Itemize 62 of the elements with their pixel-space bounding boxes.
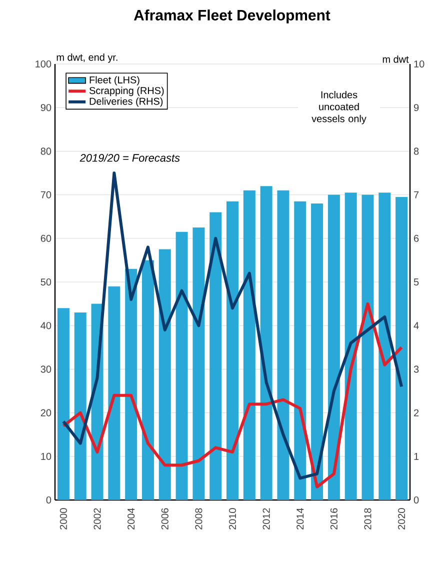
- y2-tick-label: 0: [414, 496, 419, 504]
- y2-tick-label: 3: [414, 366, 419, 373]
- bar: [294, 201, 306, 500]
- line-series: [62, 302, 404, 488]
- bar: [192, 227, 205, 500]
- bar: [226, 201, 239, 500]
- bar: [74, 312, 86, 500]
- y-tick-label: 50: [40, 278, 52, 286]
- annotation: 2019/20 = Forecasts: [80, 154, 180, 162]
- y-tick-label: 0: [46, 496, 52, 504]
- y2-tick-label: 2: [414, 409, 419, 416]
- y2-axis-title: m dwt: [382, 55, 409, 63]
- bar: [176, 232, 188, 500]
- y-tick-label: 60: [40, 234, 52, 242]
- legend-label: Fleet (LHS): [90, 76, 140, 86]
- y2-tick-label: 7: [414, 191, 419, 198]
- bar: [57, 308, 70, 500]
- x-tick-label: 2008: [195, 508, 202, 530]
- y2-tick-label: 8: [414, 148, 419, 155]
- x-tick-label: 2004: [128, 508, 135, 530]
- x-tick-label: 2014: [296, 508, 304, 530]
- bar: [260, 186, 272, 500]
- legend-label: Scrapping (RHS): [89, 86, 164, 96]
- annotation: Includes uncoated vessels only: [312, 91, 366, 124]
- y2-tick-label: 10: [414, 60, 424, 68]
- legend-label: Deliveries (RHS): [90, 98, 163, 107]
- chart-title: Aframax Fleet Development: [134, 10, 330, 24]
- bar: [158, 249, 171, 500]
- x-tick-label: 2018: [364, 508, 372, 530]
- x-tick-label: 2000: [60, 508, 67, 530]
- y-tick-label: 20: [40, 409, 52, 416]
- x-tick-label: 2016: [330, 508, 338, 530]
- y-tick-label: 40: [40, 322, 52, 330]
- x-tick-label: 2010: [228, 508, 236, 530]
- y2-tick-label: 1: [414, 452, 419, 460]
- x-tick-label: 2020: [398, 508, 406, 530]
- y2-tick-label: 4: [414, 322, 419, 330]
- bar: [243, 190, 256, 500]
- x-tick-label: 2002: [94, 508, 101, 530]
- y2-tick-label: 6: [414, 234, 419, 242]
- bar: [125, 268, 138, 500]
- y2-tick-label: 9: [414, 104, 419, 112]
- y-tick-label: 70: [40, 191, 52, 198]
- x-tick-label: 2012: [262, 508, 270, 530]
- y-tick-label: 90: [40, 104, 52, 112]
- bar: [362, 194, 374, 500]
- bar: [277, 190, 290, 500]
- y-axis-title: m dwt, end yr.: [56, 54, 118, 63]
- bar: [378, 192, 391, 500]
- y-tick-label: 10: [41, 452, 52, 460]
- y2-tick-label: 5: [414, 278, 419, 286]
- bar: [311, 204, 324, 500]
- bar: [328, 194, 340, 500]
- y-tick-label: 100: [36, 60, 52, 68]
- bar: [344, 192, 357, 500]
- bar: [108, 286, 120, 500]
- y-tick-label: 30: [40, 366, 52, 373]
- bar: [396, 196, 408, 500]
- bar: [210, 212, 222, 500]
- bar: [142, 260, 154, 500]
- x-tick-label: 2006: [161, 508, 168, 530]
- y-tick-label: 80: [40, 148, 52, 155]
